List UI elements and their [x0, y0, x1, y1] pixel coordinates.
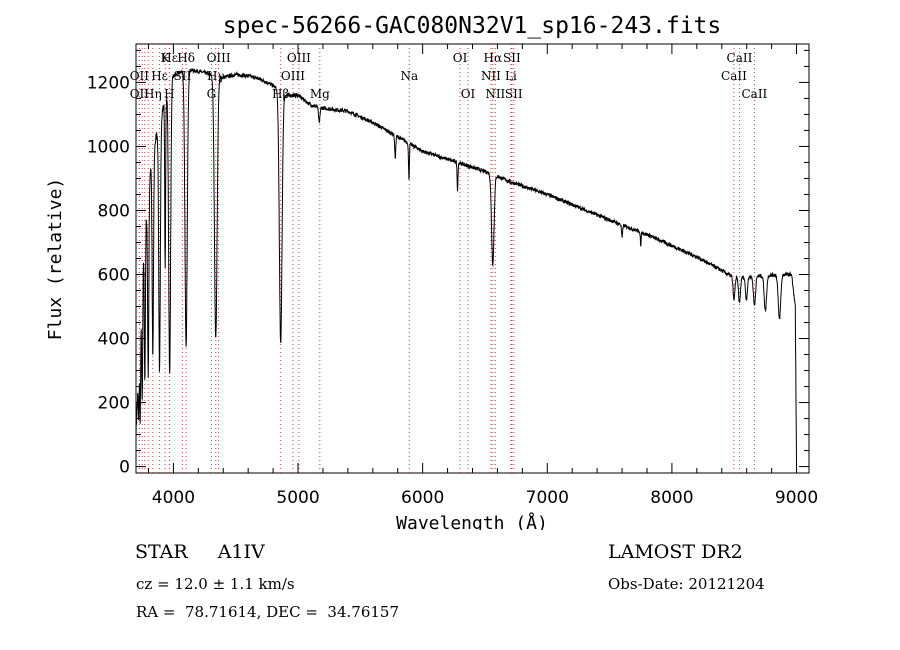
spectrum-series-line — [135, 68, 797, 468]
y-tick-label: 800 — [98, 201, 130, 221]
line-marker-label: OIII — [281, 69, 305, 83]
line-marker-label: OII — [130, 69, 150, 83]
x-axis-ticks: 4000 5000 6000 7000 8000 9000 — [147, 44, 818, 508]
line-marker-guides — [138, 44, 755, 473]
plot-frame — [135, 43, 810, 474]
x-tick-label: 8000 — [650, 488, 693, 508]
line-marker-label: OIII — [287, 51, 311, 65]
line-marker-label: OI — [453, 51, 468, 65]
star-spectral-type: A1IV — [217, 541, 265, 563]
line-marker-label: SII — [503, 51, 521, 65]
line-marker-label: CaII — [727, 51, 753, 65]
y-axis-label: Flux (relative) — [45, 178, 66, 341]
line-marker-label: SII — [505, 87, 523, 101]
ra-dec-coordinates: RA = 78.71614, DEC = 34.76157 — [136, 603, 400, 621]
x-tick-label: 4000 — [152, 488, 195, 508]
line-marker-label: OII — [130, 87, 150, 101]
spectrum-plot: spec-56266-GAC080N32V1_sp16-243.fits 400… — [45, 13, 818, 530]
y-tick-label: 200 — [98, 394, 130, 414]
x-tick-label: 9000 — [775, 488, 818, 508]
survey-name: LAMOST DR2 — [608, 541, 743, 563]
y-tick-label: 400 — [98, 330, 130, 350]
observation-date: Obs-Date: 20121204 — [608, 575, 765, 593]
line-marker-label: Hε — [151, 69, 168, 83]
line-marker-label: Hη — [144, 87, 162, 101]
line-marker-label: Hγ — [207, 69, 225, 83]
line-marker-label: Hε — [161, 51, 178, 65]
line-marker-label: H — [164, 87, 174, 101]
line-marker-label: Li — [505, 69, 517, 83]
y-tick-label: 600 — [98, 266, 130, 286]
y-tick-label: 1200 — [87, 73, 130, 93]
line-marker-label: OIII — [207, 51, 231, 65]
line-marker-label: Na — [400, 69, 418, 83]
star-label: STAR — [135, 541, 188, 563]
line-marker-label: NII — [481, 69, 501, 83]
x-tick-label: 7000 — [526, 488, 569, 508]
chart-title: spec-56266-GAC080N32V1_sp16-243.fits — [223, 13, 722, 39]
line-marker-label: K — [161, 51, 171, 65]
y-tick-label: 0 — [119, 458, 130, 478]
line-marker-label: CaII — [741, 87, 767, 101]
line-marker-label: NII — [485, 87, 505, 101]
redshift-value: cz = 12.0 ± 1.1 km/s — [136, 575, 295, 593]
x-tick-label: 5000 — [276, 488, 319, 508]
line-marker-label: Hα — [484, 51, 503, 65]
y-axis-ticks: 0 200 400 600 800 1000 1200 — [87, 49, 809, 478]
star-classification: STAR A1IV — [135, 541, 265, 563]
line-marker-label: OI — [461, 87, 476, 101]
x-axis-label: Wavelength (Å) — [396, 512, 548, 530]
line-marker-label: CaII — [721, 69, 747, 83]
line-marker-label: Mg — [310, 87, 330, 101]
y-tick-label: 1000 — [87, 137, 130, 157]
x-tick-label: 6000 — [401, 488, 444, 508]
line-marker-label: G — [207, 87, 217, 101]
line-marker-label: Hδ — [177, 51, 195, 65]
